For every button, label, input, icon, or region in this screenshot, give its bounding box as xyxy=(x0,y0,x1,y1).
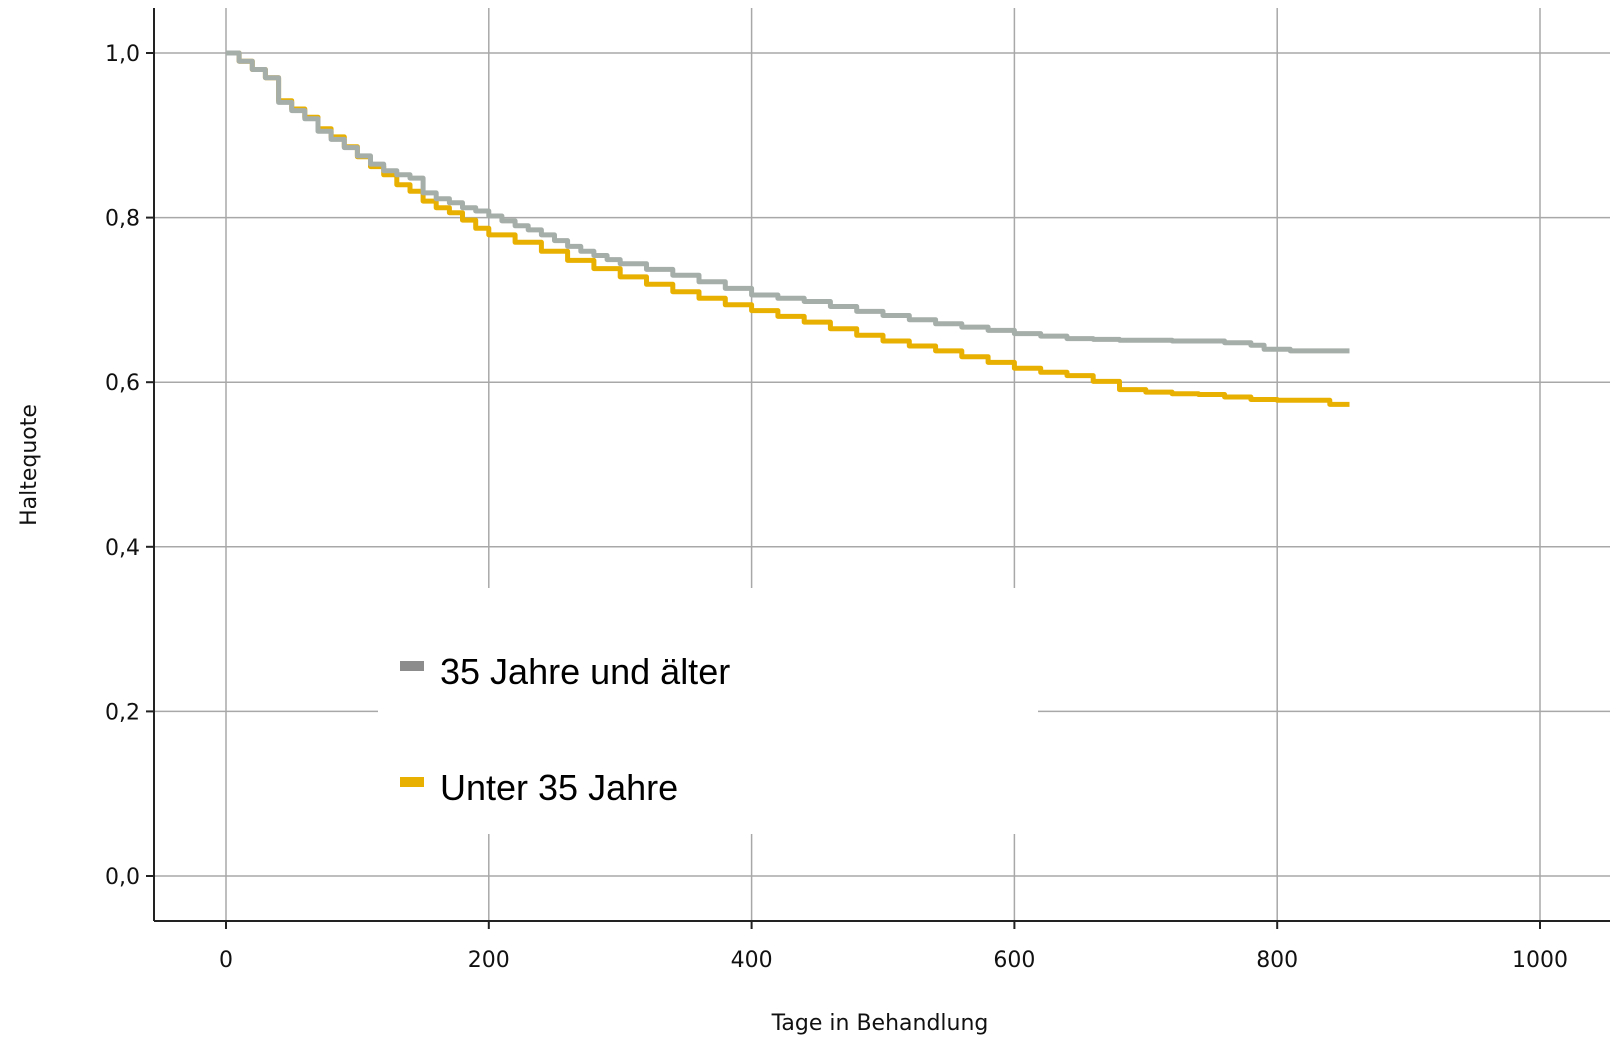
series-layer xyxy=(226,50,1350,407)
x-tick-label-0: 0 xyxy=(219,948,233,973)
y-tick-label-0: 0,0 xyxy=(105,865,140,890)
legend: 35 Jahre und älter Unter 35 Jahre xyxy=(378,588,1038,834)
x-tick-label-4: 800 xyxy=(1256,948,1298,973)
series-line-0 xyxy=(226,50,1350,354)
y-tick-label-1: 0,2 xyxy=(105,700,140,725)
grid-lines xyxy=(154,8,1610,921)
legend-swatch-35-plus xyxy=(400,661,424,671)
legend-swatch-under-35 xyxy=(400,777,424,787)
x-axis-title: Tage in Behandlung xyxy=(771,1011,989,1036)
y-tick-label-3: 0,6 xyxy=(105,371,140,396)
x-tick-label-2: 400 xyxy=(731,948,773,973)
legend-background xyxy=(378,588,1038,834)
x-tick-label-1: 200 xyxy=(468,948,510,973)
x-tick-label-3: 600 xyxy=(993,948,1035,973)
y-tick-label-5: 1,0 xyxy=(105,42,140,67)
y-tick-label-4: 0,8 xyxy=(105,207,140,232)
legend-label-under-35: Unter 35 Jahre xyxy=(440,767,678,808)
series-line-1 xyxy=(226,50,1350,407)
axes: 0,0 0,2 0,4 0,6 0,8 1,0 0 200 400 600 800 1000 xyxy=(105,8,1610,973)
y-tick-label-2: 0,4 xyxy=(105,536,140,561)
y-axis-title: Haltequote xyxy=(17,404,42,526)
legend-label-35-plus: 35 Jahre und älter xyxy=(440,651,730,692)
x-tick-label-5: 1000 xyxy=(1512,948,1568,973)
